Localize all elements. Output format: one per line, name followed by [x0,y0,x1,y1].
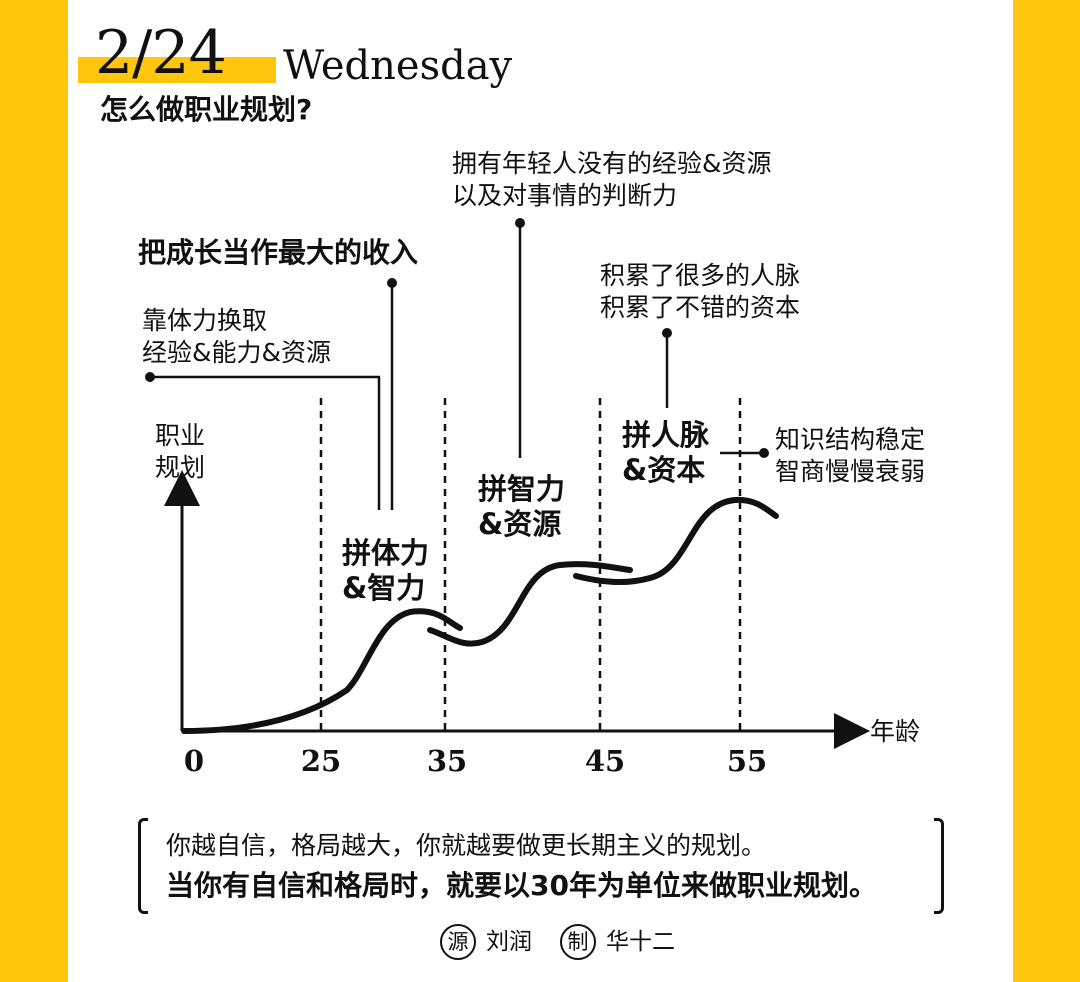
stage-label-3: 拼人脉 &资本 [622,418,709,488]
leader-dot-stage1-note [145,372,155,382]
annotation-network-line2: 积累了不错的资本 [600,293,801,322]
x-tick-45: 45 [584,744,626,778]
stage-label-1: 拼体力 &智力 [342,536,429,606]
stage-label-2-line2: &资源 [478,507,562,541]
annotation-physical-labor: 靠体力换取 经验&能力&资源 [142,305,331,369]
right-yellow-band [1013,0,1080,982]
quote-box: 你越自信，格局越大，你就越要做更长期主义的规划。 当你有自信和格局时，就要以30… [138,818,944,914]
date-highlight-bar [78,57,276,83]
annotation-knowledge-line2: 智商慢慢衰弱 [775,457,926,486]
leader-dot-growth-note [387,278,397,288]
stage-label-2-line1: 拼智力 [478,472,566,506]
y-axis-label-line1: 职业 [155,421,206,450]
quote-line-2: 当你有自信和格局时，就要以30年为单位来做职业规划。 [166,869,877,902]
y-axis-label-line2: 规划 [155,453,206,482]
left-yellow-band [0,0,68,982]
annotation-physical-labor-line1: 靠体力换取 [142,306,268,335]
curve-segment-3 [573,496,779,586]
date-label: 2/24 [95,18,227,88]
curve-segment-2 [427,561,633,647]
annotation-experience: 拥有年轻人没有的经验&资源 以及对事情的判断力 [452,148,772,212]
annotation-knowledge: 知识结构稳定 智商慢慢衰弱 [775,424,925,488]
quote-line-1: 你越自信，格局越大，你就越要做更长期主义的规划。 [166,831,767,860]
leader-dot-stage3-note [662,328,672,338]
source-badge: 源 [440,924,476,960]
annotation-knowledge-line1: 知识结构稳定 [775,425,926,454]
annotation-network-line1: 积累了很多的人脉 [600,261,801,290]
x-tick-25: 25 [300,744,342,778]
credits: 源 刘润 制 华十二 [440,922,675,962]
annotation-growth-income: 把成长当作最大的收入 [138,236,418,270]
stage-label-3-line1: 拼人脉 [622,418,710,452]
curve-segment-1 [181,608,463,734]
stage-label-1-line1: 拼体力 [342,536,430,570]
page-title: 怎么做职业规划? [100,93,313,126]
leader-dot-stage4-note [759,448,769,458]
annotation-growth-income-line1: 把成长当作最大的收入 [138,236,419,269]
quote-bracket-left [138,818,148,914]
x-tick-55: 55 [726,744,768,778]
annotation-network: 积累了很多的人脉 积累了不错的资本 [600,260,800,324]
quote-bracket-right [934,818,944,914]
source-name: 刘润 [486,929,532,955]
stage-label-3-line2: &资本 [622,453,706,487]
y-axis-label: 职业 规划 [155,420,205,484]
maker-badge: 制 [560,924,596,960]
annotation-experience-line1: 拥有年轻人没有的经验&资源 [452,149,772,178]
leader-stage1-note [150,375,381,510]
x-axis-label: 年龄 [870,717,921,746]
leader-dot-stage2-note [515,218,525,228]
annotation-physical-labor-line2: 经验&能力&资源 [142,338,331,367]
maker-name: 华十二 [606,929,675,955]
x-tick-0: 0 [183,744,205,778]
annotation-experience-line2: 以及对事情的判断力 [452,181,678,210]
weekday-label: Wednesday [283,43,513,89]
x-tick-35: 35 [426,744,468,778]
stage-label-1-line2: &智力 [342,571,426,605]
stage-label-2: 拼智力 &资源 [478,472,565,542]
